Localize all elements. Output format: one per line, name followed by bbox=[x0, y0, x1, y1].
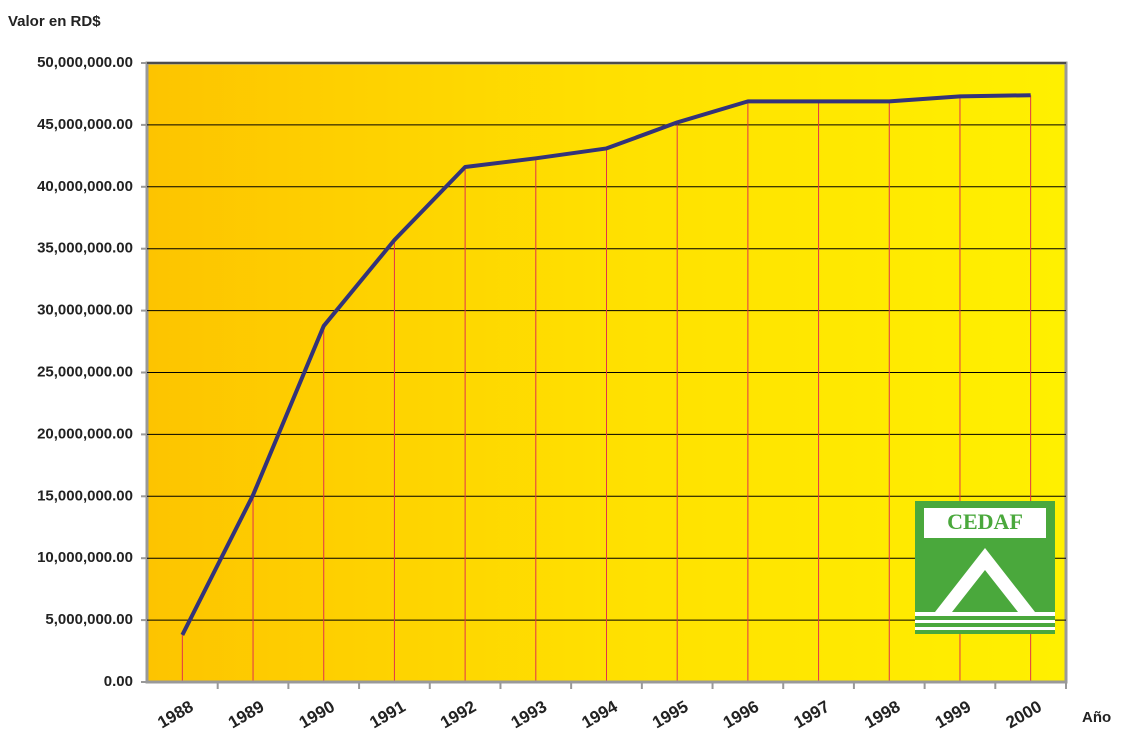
logo-shape bbox=[935, 548, 1035, 612]
x-axis-title: Año bbox=[1082, 709, 1111, 726]
logo-stripe bbox=[915, 612, 1055, 616]
y-tick-label: 45,000,000.00 bbox=[37, 116, 133, 133]
y-tick-label: 25,000,000.00 bbox=[37, 363, 133, 380]
x-tick-label: 1992 bbox=[437, 697, 479, 732]
x-tick-label: 1999 bbox=[932, 697, 974, 732]
logo-text: CEDAF bbox=[947, 509, 1023, 534]
logo: CEDAF bbox=[915, 501, 1055, 634]
y-tick-label: 35,000,000.00 bbox=[37, 240, 133, 257]
x-tick-label: 1989 bbox=[225, 697, 267, 732]
x-tick-label: 1990 bbox=[296, 697, 338, 732]
y-tick-label: 0.00 bbox=[104, 673, 133, 690]
x-tick-label: 1995 bbox=[649, 697, 691, 732]
x-tick-label: 1993 bbox=[508, 697, 550, 732]
logo-stripe bbox=[915, 627, 1055, 630]
x-tick-label: 1997 bbox=[791, 697, 833, 732]
y-tick-label: 50,000,000.00 bbox=[37, 54, 133, 71]
x-tick-label: 2000 bbox=[1003, 697, 1045, 732]
x-tick-label: 1991 bbox=[366, 697, 408, 732]
y-axis-title: Valor en RD$ bbox=[8, 13, 101, 30]
x-tick-label: 1994 bbox=[578, 697, 621, 733]
y-tick-label: 20,000,000.00 bbox=[37, 425, 133, 442]
y-tick-label: 30,000,000.00 bbox=[37, 302, 133, 319]
logo-label-box bbox=[924, 508, 1046, 538]
y-tick-label: 40,000,000.00 bbox=[37, 178, 133, 195]
logo-stripe bbox=[915, 620, 1055, 623]
y-tick-label: 15,000,000.00 bbox=[37, 487, 133, 504]
x-tick-label: 1996 bbox=[720, 697, 762, 732]
y-tick-label: 5,000,000.00 bbox=[45, 611, 133, 628]
x-tick-label: 1998 bbox=[861, 697, 903, 732]
line bbox=[180, 93, 1031, 636]
x-tick-label: 1988 bbox=[154, 697, 196, 732]
y-tick-label: 10,000,000.00 bbox=[37, 549, 133, 566]
